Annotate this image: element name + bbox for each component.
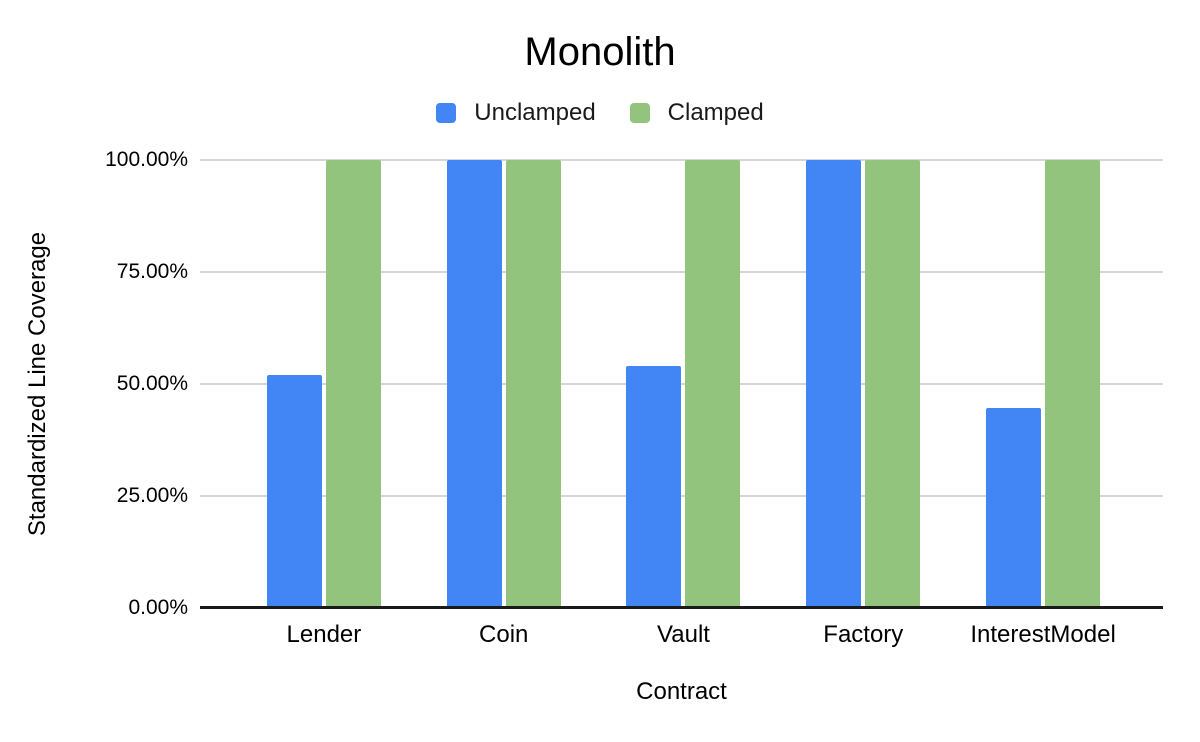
y-axis-tick-labels: 0.00% 25.00% 50.00% 75.00% 100.00% [0,148,188,619]
bar-group-interestmodel [953,160,1133,608]
bar-clamped-coin [505,160,561,608]
bar-clamped-interestmodel [1045,160,1101,608]
bar-clamped-lender [325,160,381,608]
bar-unclamped-lender [266,375,322,608]
chart-title: Monolith [524,30,676,74]
x-axis-line [200,606,1163,609]
legend-item-unclamped: Unclamped [436,99,596,127]
y-axis-title: Standardized Line Coverage [24,231,51,537]
bars-area [234,160,1133,608]
bar-clamped-vault [685,160,741,608]
x-tick-label-factory: Factory [823,621,904,648]
bar-unclamped-vault [626,366,682,608]
legend-label-clamped: Clamped [667,99,764,126]
gridline-50 [200,383,1163,385]
bar-group-lender [234,160,414,608]
gridline-75 [200,271,1163,273]
y-tick-label-25: 25.00% [116,484,188,507]
legend-swatch-clamped-icon [629,103,650,123]
y-tick-label-0: 0.00% [128,596,188,619]
bar-unclamped-factory [806,160,862,608]
x-tick-label-vault: Vault [657,621,710,648]
plot-area [200,159,1163,609]
bar-unclamped-coin [446,160,502,608]
bar-unclamped-interestmodel [986,408,1042,608]
y-tick-label-75: 75.00% [116,260,188,283]
y-tick-label-100: 100.00% [105,148,188,171]
x-tick-label-lender: Lender [286,621,362,648]
bar-group-coin [414,160,594,608]
x-axis-title: Contract [636,678,727,705]
bar-clamped-factory [865,160,921,608]
bar-group-vault [594,160,774,608]
y-tick-label-50: 50.00% [116,372,188,395]
bar-group-factory [773,160,953,608]
legend: Unclamped Clamped [0,99,1200,127]
legend-label-unclamped: Unclamped [474,99,596,126]
gridline-100 [200,159,1163,161]
legend-swatch-unclamped-icon [436,103,457,123]
legend-item-clamped: Clamped [629,99,764,127]
x-tick-label-interestmodel: InterestModel [970,621,1116,648]
x-tick-label-coin: Coin [479,621,529,648]
gridline-25 [200,495,1163,497]
x-axis-tick-labels: Lender Coin Vault Factory InterestModel [234,621,1133,649]
